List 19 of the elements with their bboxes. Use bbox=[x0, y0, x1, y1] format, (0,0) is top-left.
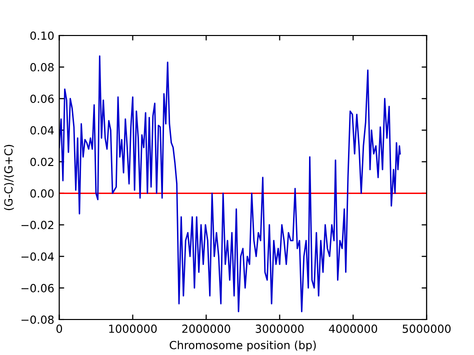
x-tick-label: 4000000 bbox=[328, 324, 378, 333]
y-tick-label: 0.02 bbox=[30, 158, 54, 166]
y-tick-label: −0.04 bbox=[22, 252, 54, 261]
x-tick-label: 0 bbox=[56, 324, 62, 333]
y-tick-label: −0.02 bbox=[22, 220, 54, 230]
y-tick-label: 0.06 bbox=[30, 94, 54, 103]
x-tick-label: 1000000 bbox=[109, 324, 157, 333]
y-tick-label: 0.04 bbox=[30, 126, 54, 135]
line-series bbox=[59, 55, 401, 312]
y-axis-title: (G-C)/(G+C) bbox=[4, 144, 14, 210]
y-tick-label: 0.10 bbox=[30, 31, 54, 40]
x-axis-title: Chromosome position (bp) bbox=[170, 340, 316, 352]
x-tick-label: 5000000 bbox=[402, 324, 451, 333]
x-tick-label: 3000000 bbox=[256, 324, 304, 333]
y-tick-label: 0.08 bbox=[30, 63, 54, 72]
y-tick-label: −0.08 bbox=[22, 315, 54, 324]
y-tick-label: −0.06 bbox=[22, 284, 54, 292]
y-tick-label: 0.00 bbox=[30, 189, 54, 198]
x-tick-label: 2000000 bbox=[182, 324, 230, 333]
